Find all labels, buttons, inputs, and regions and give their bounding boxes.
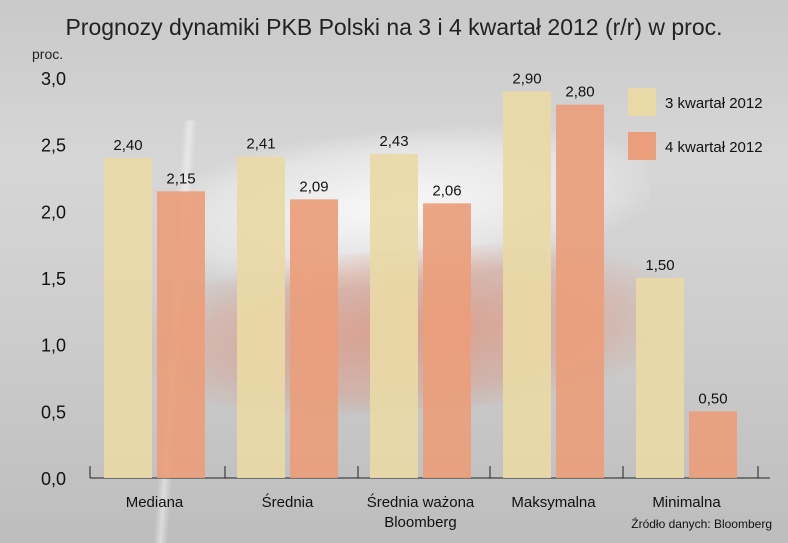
category-label: Średnia	[262, 493, 314, 511]
legend-label: 3 kwartał 2012	[665, 95, 763, 112]
bar	[503, 91, 551, 478]
bar	[689, 411, 737, 478]
category-label: Mediana	[126, 494, 184, 511]
y-axis-unit: proc.	[32, 46, 64, 62]
bar	[104, 158, 152, 478]
bar	[157, 191, 205, 479]
y-tick-label: 1,5	[41, 269, 66, 289]
y-tick-label: 0,0	[41, 469, 66, 489]
bar	[290, 199, 338, 479]
legend-swatch	[628, 88, 656, 116]
bar	[636, 278, 684, 478]
data-label: 2,09	[299, 178, 328, 195]
category-label: Minimalna	[652, 494, 721, 511]
bar	[370, 154, 418, 478]
y-tick-label: 1,0	[41, 336, 66, 356]
y-tick-label: 0,5	[41, 402, 66, 422]
category-label: Maksymalna	[511, 494, 596, 511]
y-tick-label: 3,0	[41, 69, 66, 89]
data-label: 2,41	[246, 136, 275, 153]
legend-swatch	[628, 132, 656, 160]
bar	[423, 203, 471, 479]
bar	[556, 104, 604, 479]
data-label: 0,50	[698, 390, 727, 407]
y-tick-label: 2,5	[41, 136, 66, 156]
data-source-note: Źródło danych: Bloomberg	[631, 517, 772, 531]
data-label: 2,43	[379, 133, 408, 150]
data-label: 2,06	[432, 182, 461, 199]
y-tick-label: 2,0	[41, 202, 66, 222]
data-label: 2,90	[512, 70, 541, 87]
chart-title: Prognozy dynamiki PKB Polski na 3 i 4 kw…	[65, 14, 723, 40]
category-label: Średnia ważona	[367, 493, 475, 511]
data-label: 2,40	[113, 137, 142, 154]
category-label: Bloomberg	[384, 514, 457, 531]
data-label: 1,50	[645, 257, 674, 274]
data-label: 2,80	[565, 84, 594, 101]
bar	[237, 156, 285, 478]
legend-label: 4 kwartał 2012	[665, 139, 763, 156]
data-label: 2,15	[166, 170, 195, 187]
